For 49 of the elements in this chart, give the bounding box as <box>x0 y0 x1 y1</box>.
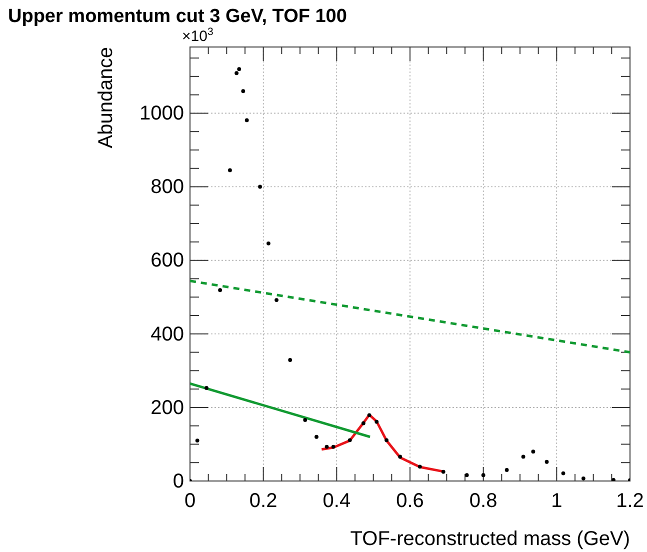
point <box>237 67 242 72</box>
point <box>314 434 318 439</box>
point <box>361 421 366 426</box>
point <box>258 184 262 189</box>
point <box>531 450 536 454</box>
point <box>324 444 329 449</box>
point <box>228 168 232 172</box>
y-axis-title: Abundance <box>95 47 117 148</box>
point <box>374 420 379 424</box>
x-tick-label: 1 <box>551 490 562 512</box>
point <box>561 471 566 476</box>
x-tick-label: 0.6 <box>396 490 424 512</box>
x-tick-label: 0.8 <box>469 490 498 512</box>
y-tick-label: 400 <box>150 323 184 346</box>
point <box>274 298 278 302</box>
y-tick-label: 0 <box>172 470 184 492</box>
point <box>581 476 586 480</box>
x-axis-title: TOF-reconstructed mass (GeV) <box>350 528 630 550</box>
y-tick-label: 200 <box>150 396 184 419</box>
point <box>418 464 422 469</box>
point <box>612 478 616 481</box>
point <box>481 473 486 478</box>
x-tick-label: 0.4 <box>322 490 351 512</box>
y-tick-label: 800 <box>150 176 184 198</box>
chart-title: Upper momentum cut 3 GeV, TOF 100 <box>8 6 347 27</box>
x-tick-label: 0.2 <box>249 490 278 512</box>
point <box>303 418 308 422</box>
point <box>504 468 509 472</box>
point <box>441 470 446 474</box>
point <box>288 358 292 362</box>
point <box>195 438 200 442</box>
y-tick-label: 1000 <box>140 102 184 125</box>
point <box>234 71 239 76</box>
point <box>331 444 336 449</box>
x-tick-label: 1.2 <box>616 490 644 512</box>
y-tick-label: 600 <box>150 250 184 272</box>
point <box>204 386 208 390</box>
point <box>464 473 469 478</box>
point <box>218 288 222 292</box>
point <box>398 454 402 459</box>
point <box>266 241 270 246</box>
point <box>241 89 246 94</box>
point <box>348 438 352 442</box>
point <box>367 413 372 418</box>
point <box>544 460 549 464</box>
text: ×10$^{3}$ <box>182 26 214 45</box>
point <box>384 438 388 442</box>
point <box>521 454 526 459</box>
point <box>244 118 249 122</box>
